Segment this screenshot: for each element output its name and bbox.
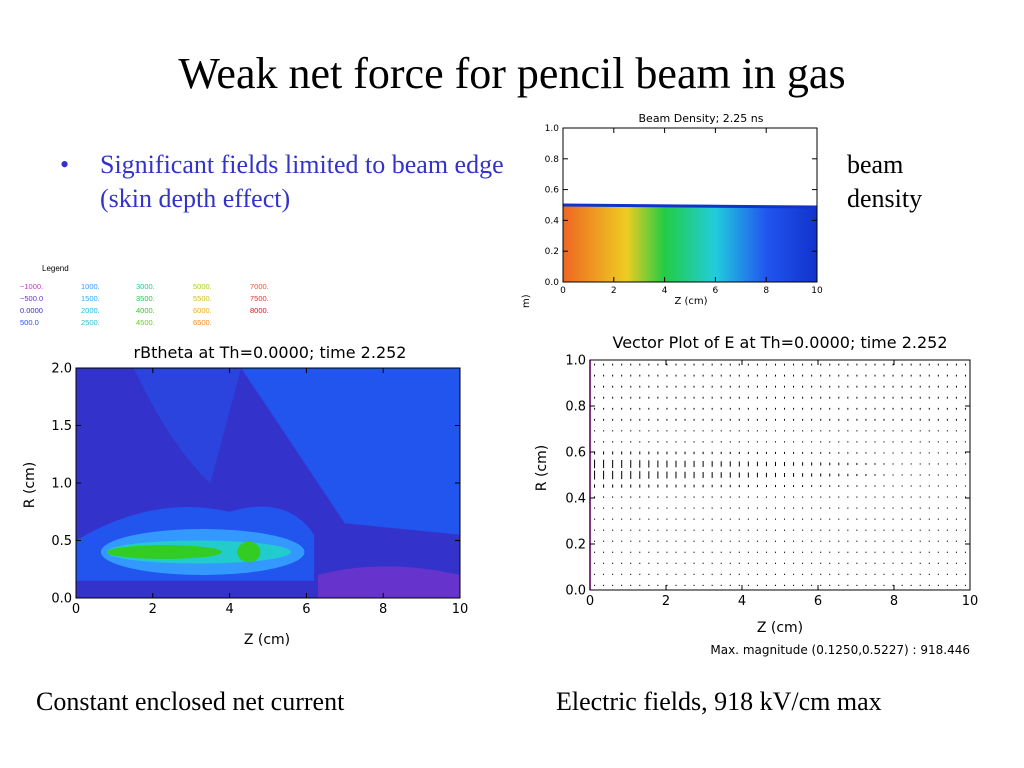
density-ytick-label: 0.2	[545, 247, 559, 257]
rbtheta-xtick-label: 6	[302, 602, 310, 617]
legend-entry: 8000.	[250, 306, 269, 315]
slide-title: Weak net force for pencil beam in gas	[178, 49, 846, 98]
density-xtick-label: 6	[713, 286, 719, 296]
rbtheta-xtick-label: 0	[72, 602, 80, 617]
e-vector-chart: Vector Plot of E at Th=0.0000; time 2.25…	[534, 333, 978, 657]
legend-entry: 7000.	[250, 282, 269, 291]
e-vector-xtick-label: 0	[586, 594, 594, 609]
rbtheta-negative-region	[317, 566, 460, 598]
e-vector-xtick-label: 8	[890, 594, 898, 609]
density-xtick-label: 8	[763, 286, 769, 296]
bullet-text: Significant fields limited to beam edge …	[100, 150, 504, 213]
legend-entry: 7500.	[250, 294, 269, 303]
density-xtick-label: 2	[611, 286, 617, 296]
legend-entry: 4000.	[136, 306, 155, 315]
e-vector-title: Vector Plot of E at Th=0.0000; time 2.25…	[613, 333, 948, 352]
beam-density-region	[563, 204, 817, 282]
rbtheta-ylabel: R (cm)	[22, 462, 38, 508]
density-ytick-label: 0.0	[545, 278, 560, 288]
e-vector-max-note: Max. magnitude (0.1250,0.5227) : 918.446	[710, 643, 970, 657]
legend-entry: 0.0000	[20, 306, 43, 315]
legend-entry: 2500.	[81, 318, 100, 327]
legend-entry: −500.0	[20, 294, 44, 303]
density-xtick-label: 4	[662, 286, 668, 296]
e-vector-ytick-label: 0.2	[565, 537, 586, 552]
e-vector-ytick-label: 0.6	[565, 445, 586, 460]
e-vector-ytick-label: 0.0	[565, 583, 586, 598]
legend-entry: 2000.	[81, 306, 100, 315]
beam-label-line2: density	[847, 184, 923, 213]
legend-entry: 3000.	[136, 282, 155, 291]
legend: −1000. −500.0 0.0000 500.0 1000. 1500. 2000. 25…	[0, 0, 300, 340]
rbtheta-ytick-label: 0.0	[51, 591, 72, 606]
rbtheta-xtick-label: 10	[452, 602, 469, 617]
e-vector-xtick-label: 10	[962, 594, 979, 609]
beam-density-ylabel: R (cm)	[521, 294, 532, 308]
rbtheta-mid-region	[133, 368, 242, 483]
beam-density-xlabel: Z (cm)	[674, 296, 707, 307]
rbtheta-chart: rBtheta at Th=0.0000; time 2.252 0 2 4 6 8 10…	[22, 343, 468, 648]
density-ytick-label: 0.6	[545, 186, 560, 196]
beam-label-line1: beam	[847, 150, 904, 179]
e-vector-xlabel: Z (cm)	[757, 620, 803, 636]
legend-entry: 6500.	[193, 318, 212, 327]
legend-entry: 1000.	[81, 282, 100, 291]
density-xtick-label: 10	[811, 286, 823, 296]
rbtheta-plot-area: 0 2 4 6 8 10 0.0 0.5 1.0 1.5 2.0	[51, 361, 468, 617]
e-vector-ylabel: R (cm)	[534, 445, 550, 491]
rbtheta-ytick-label: 1.5	[51, 419, 72, 434]
caption-left: Constant enclosed net current	[36, 687, 345, 716]
beam-density-title: Beam Density; 2.25 ns	[639, 112, 764, 125]
rbtheta-band-peak	[106, 545, 222, 559]
e-vector-xtick-label: 6	[814, 594, 822, 609]
legend-entry: 1500.	[81, 294, 100, 303]
e-vector-background	[590, 360, 970, 590]
density-ytick-label: 0.8	[545, 155, 560, 165]
e-vector-frame	[589, 359, 971, 591]
legend-title: Legend	[42, 264, 69, 273]
e-vector-ytick-label: 0.8	[565, 399, 586, 414]
legend-entry: −1000.	[20, 282, 44, 291]
rbtheta-band-peak-2	[237, 541, 261, 563]
e-vector-xtick-label: 4	[738, 594, 746, 609]
beam-density-label: beam density	[847, 148, 922, 216]
beam-density-plot-area: 0 2 4 6 8 10 0.0 0.2 0.4 0.6 0.8 1.0	[545, 124, 823, 296]
density-ytick-label: 0.4	[545, 216, 560, 226]
rbtheta-ytick-label: 0.5	[51, 534, 72, 549]
e-vector-xtick-label: 2	[662, 594, 670, 609]
legend-entry: 6000.	[193, 306, 212, 315]
rbtheta-upper-region	[241, 368, 460, 535]
legend-entry: 3500.	[136, 294, 155, 303]
rbtheta-xlabel: Z (cm)	[244, 632, 290, 648]
density-frame	[562, 127, 818, 283]
beam-density-edge	[562, 203, 818, 209]
e-vector-ytick-label: 1.0	[565, 353, 586, 368]
rbtheta-title: rBtheta at Th=0.0000; time 2.252	[134, 343, 407, 362]
density-xtick-label: 0	[560, 286, 566, 296]
rbtheta-xtick-label: 4	[225, 602, 233, 617]
bullet-marker: •	[60, 150, 70, 179]
rbtheta-ytick-label: 1.0	[51, 476, 72, 491]
density-ytick-label: 1.0	[545, 124, 560, 134]
rbtheta-ytick-label: 2.0	[51, 361, 72, 376]
legend-entry: 5000.	[193, 282, 212, 291]
beam-density-chart: Beam Density; 2.25 ns 0 2 4 6 8 10 0.0 0.2 0.4 0.…	[521, 112, 823, 308]
legend-entry: 4500.	[136, 318, 155, 327]
e-vector-ytick-label: 0.4	[565, 491, 586, 506]
caption-right: Electric fields, 918 kV/cm max	[556, 687, 882, 716]
rbtheta-xtick-label: 8	[379, 602, 387, 617]
rbtheta-xtick-label: 2	[149, 602, 157, 617]
legend-entry: 5500.	[193, 294, 212, 303]
e-vector-plot-area: 0 2 4 6 8 10 0.0 0.2 0.4 0.6 0.8 1.0	[565, 353, 978, 609]
legend-entry: 500.0	[20, 318, 39, 327]
